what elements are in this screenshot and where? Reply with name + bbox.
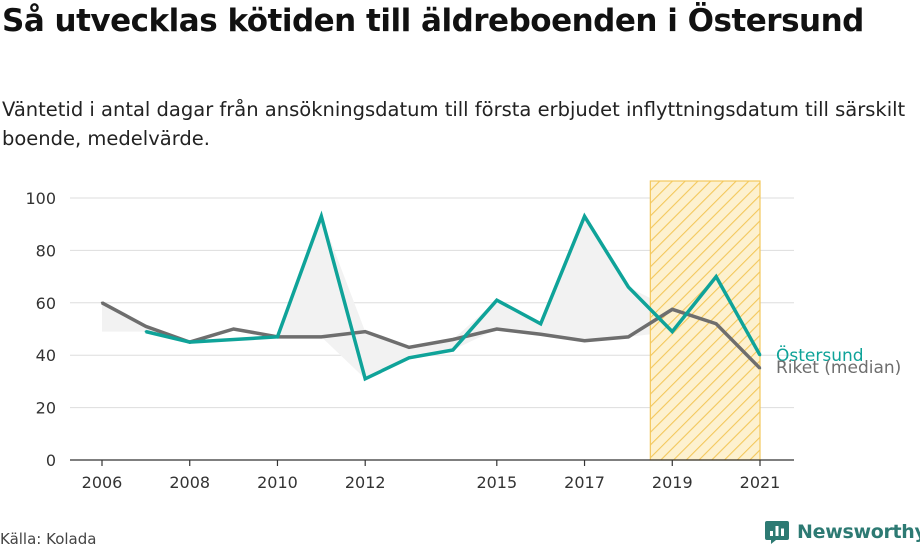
riket-label: Riket (median): [776, 358, 901, 378]
riket-point: [100, 301, 104, 304]
ostersund-point: [539, 322, 542, 325]
ostersund-point: [451, 348, 455, 352]
source-note: Källa: Kolada: [0, 530, 97, 548]
x-tick-label: 2021: [740, 473, 781, 492]
ostersund-point: [758, 354, 762, 357]
x-tick-label: 2008: [169, 473, 210, 492]
y-tick-label: 100: [25, 189, 56, 208]
ostersund-line: [145, 210, 762, 382]
riket-point: [539, 333, 542, 336]
riket-point: [714, 322, 718, 325]
x-tick-label: 2010: [257, 473, 298, 492]
brand-name: Newsworthy: [797, 521, 920, 543]
ostersund-point: [671, 330, 674, 333]
riket-point: [364, 330, 367, 333]
ostersund-point: [495, 298, 498, 302]
riket-point: [232, 327, 235, 331]
x-tick-label: 2006: [82, 473, 123, 492]
x-tick-label: 2019: [652, 473, 693, 492]
riket-point: [144, 325, 148, 328]
chart-title: Så utvecklas kötiden till äldreboenden i…: [2, 3, 864, 39]
newsworthy-logo-icon: [765, 521, 789, 544]
y-axis: 0 20 40 60 80 100: [25, 189, 56, 470]
riket-line: [101, 301, 762, 370]
ostersund-point: [276, 335, 279, 339]
ostersund-point: [583, 215, 586, 218]
ostersund-point: [627, 285, 630, 289]
y-tick-label: 60: [36, 294, 56, 313]
x-tick-label: 2012: [345, 473, 386, 492]
riket-point: [495, 327, 498, 331]
ostersund-point: [188, 340, 191, 344]
y-tick-label: 20: [36, 399, 56, 418]
y-tick-label: 80: [36, 241, 56, 260]
ostersund-point: [714, 275, 718, 278]
riket-point: [671, 308, 674, 311]
riket-point: [451, 338, 455, 341]
y-tick-label: 0: [46, 451, 56, 470]
x-tick-label: 2017: [564, 473, 605, 492]
x-tick-label: 2015: [476, 473, 517, 492]
ostersund-label: Östersund: [776, 344, 864, 366]
riket-point: [583, 339, 586, 342]
ostersund-point: [364, 377, 367, 380]
riket-point: [407, 346, 411, 349]
ostersund-point: [144, 330, 148, 333]
chart-subtitle: Väntetid i antal dagar från ansökningsda…: [2, 98, 906, 150]
ostersund-point: [407, 356, 411, 360]
riket-point: [320, 335, 323, 339]
brand-logo: Newsworthy: [764, 519, 920, 545]
riket-point: [627, 335, 630, 339]
riket-point: [758, 367, 762, 370]
y-tick-label: 40: [36, 346, 56, 365]
ostersund-point: [320, 215, 323, 218]
x-axis: 2006 2008 2010 2012 2015 2017 2019 2021: [70, 459, 794, 492]
